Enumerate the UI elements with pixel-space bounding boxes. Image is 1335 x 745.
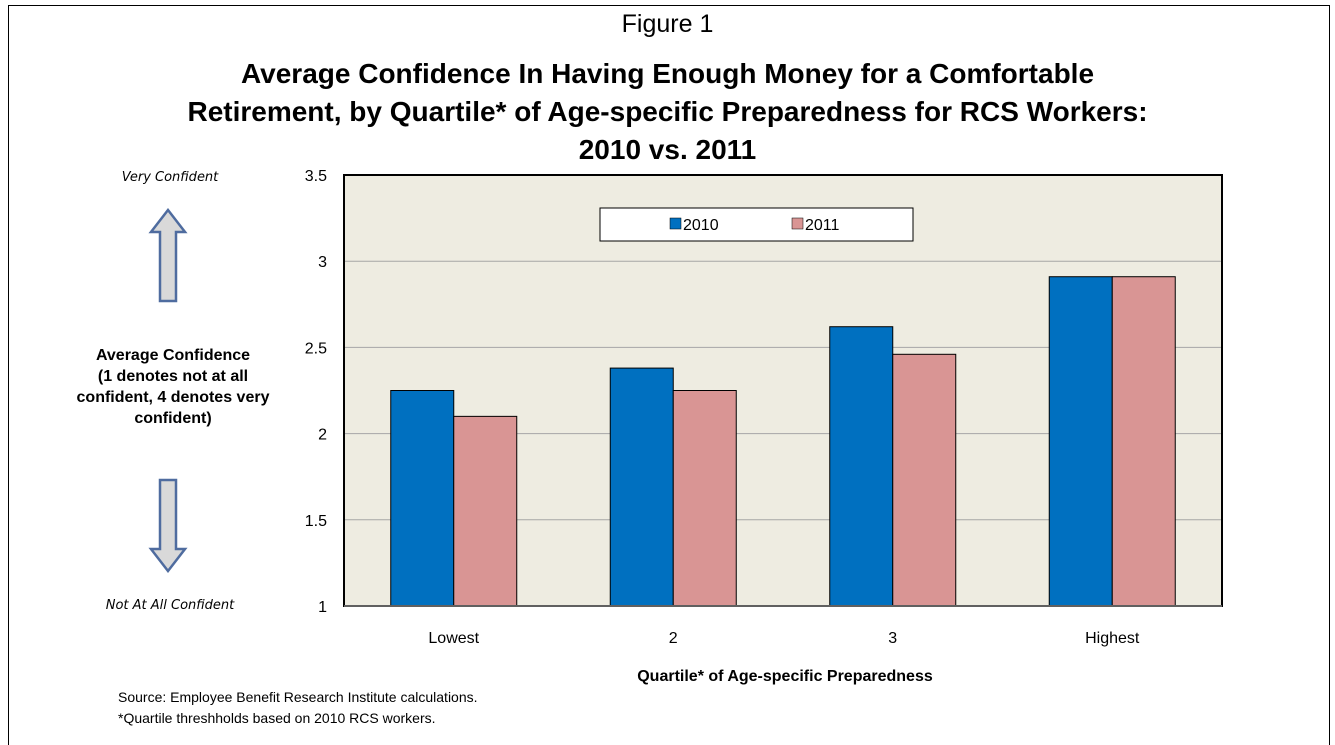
x-tick-label: 2 — [669, 630, 678, 647]
footnote: *Quartile threshholds based on 2010 RCS … — [118, 710, 436, 726]
y-tick-label: 2 — [318, 427, 327, 444]
arrow-up-icon — [148, 208, 188, 303]
legend-label-2011: 2011 — [805, 217, 840, 234]
bar-2010-2 — [609, 367, 674, 607]
bar-2011-2 — [672, 390, 737, 607]
y-tick-label: 3.5 — [305, 168, 327, 185]
y-tick-label: 2.5 — [305, 340, 327, 357]
y-tick-label: 1 — [318, 599, 327, 616]
x-tick-label: Highest — [1085, 630, 1140, 647]
bar-2010-3 — [829, 326, 894, 607]
figure-frame — [8, 5, 1330, 745]
y-axis-description: Average Confidence (1 denotes not at all… — [58, 345, 288, 429]
bar-2011-lowest — [453, 415, 518, 607]
x-tick-label: Lowest — [428, 630, 479, 647]
y-tick-label: 1.5 — [305, 513, 327, 530]
bar-2010-highest — [1048, 276, 1113, 607]
y-axis-description-line-4: confident) — [134, 410, 212, 427]
arrow-down-icon — [148, 478, 188, 573]
x-axis-title: Quartile* of Age-specific Preparedness — [637, 668, 933, 685]
legend-swatch-2011 — [791, 217, 804, 230]
y-axis-description-line-3: confident, 4 denotes very — [76, 389, 270, 406]
y-tick-label: 3 — [318, 254, 327, 271]
y-axis-description-line-2: (1 denotes not at all — [97, 368, 249, 385]
bar-2011-highest — [1111, 276, 1176, 607]
bar-2011-3 — [892, 353, 957, 607]
chart-title-line-2: Retirement, by Quartile* of Age-specific… — [187, 96, 1148, 127]
x-tick-label: 3 — [888, 630, 897, 647]
chart-title-line-1: Average Confidence In Having Enough Mone… — [240, 58, 1095, 89]
legend-box — [599, 207, 914, 242]
legend-label-2010: 2010 — [683, 217, 719, 234]
very-confident-label: Very Confident — [121, 170, 219, 185]
not-at-all-confident-label: Not At All Confident — [105, 598, 235, 613]
source-notes: Source: Employee Benefit Research Instit… — [118, 687, 478, 729]
legend: 2010 2011 — [599, 207, 914, 242]
figure-label: Figure 1 — [621, 10, 714, 38]
bar-2010-lowest — [390, 390, 455, 607]
chart-title: Average Confidence In Having Enough Mone… — [0, 55, 1335, 169]
chart-title-line-3: 2010 vs. 2011 — [578, 134, 757, 165]
source-note: Source: Employee Benefit Research Instit… — [118, 689, 478, 705]
y-axis-description-line-1: Average Confidence — [95, 347, 251, 364]
legend-swatch-2010 — [669, 217, 682, 230]
